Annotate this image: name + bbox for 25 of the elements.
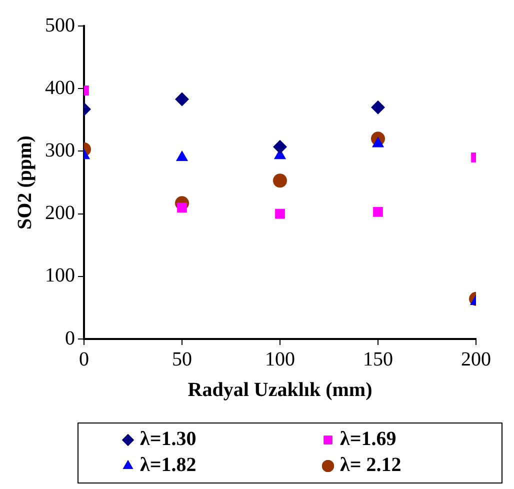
legend-label: λ=1.30 <box>140 428 196 450</box>
y-tick-label: 100 <box>45 264 75 287</box>
y-tick-label: 500 <box>45 14 75 36</box>
x-tick-label: 0 <box>79 348 89 370</box>
x-tick-label: 150 <box>363 348 393 370</box>
y-axis-title: SO2 (ppm) <box>14 136 36 230</box>
legend-label: λ= 2.12 <box>340 454 402 476</box>
point <box>275 208 285 219</box>
y-tick-label: 300 <box>45 139 75 162</box>
point <box>371 100 385 114</box>
x-axis-title: Radyal Uzaklık (mm) <box>188 379 372 402</box>
x-tick-label: 100 <box>265 348 295 370</box>
point <box>373 206 383 217</box>
point <box>273 140 287 154</box>
legend-label: λ=1.82 <box>140 454 196 476</box>
point <box>175 92 189 106</box>
y-tick-label: 200 <box>45 202 75 224</box>
x-tick-label: 200 <box>461 348 491 370</box>
y-tick-label: 400 <box>45 76 75 99</box>
point <box>273 174 287 188</box>
legend-label: λ=1.69 <box>340 428 396 450</box>
y-tick-label: 0 <box>65 327 75 350</box>
point <box>372 136 384 148</box>
point <box>177 202 187 212</box>
x-tick-label: 50 <box>172 348 192 370</box>
